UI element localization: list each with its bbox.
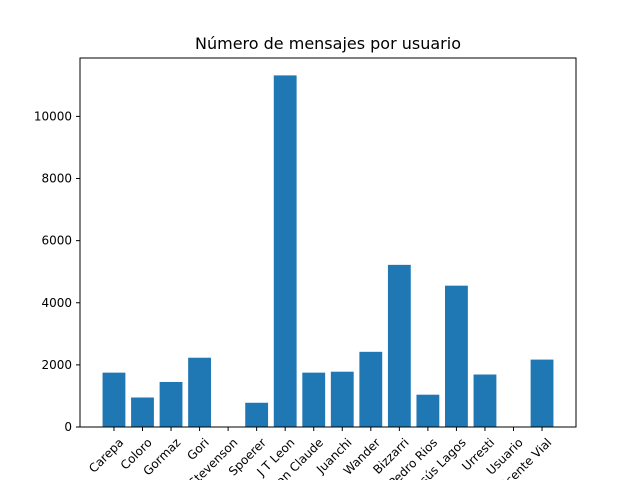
bar-juanchi bbox=[330, 371, 354, 427]
bar-jean-claude bbox=[302, 372, 326, 427]
bar-urresti bbox=[473, 374, 497, 427]
y-tick-label: 0 bbox=[64, 420, 72, 434]
y-tick-label: 10000 bbox=[34, 109, 72, 123]
bar-spoerer bbox=[245, 402, 269, 427]
bar-gormaz bbox=[159, 381, 183, 427]
chart-title: Número de mensajes por usuario bbox=[195, 34, 461, 53]
y-tick-label: 2000 bbox=[41, 358, 72, 372]
bar-vicente-vial bbox=[530, 359, 554, 427]
y-tick-label: 4000 bbox=[41, 296, 72, 310]
bar-pedro-rios bbox=[416, 394, 440, 427]
plot-frame bbox=[79, 57, 577, 428]
bar-wander bbox=[359, 351, 383, 427]
bar-carepa bbox=[102, 372, 126, 427]
bar-bizzarri bbox=[387, 264, 411, 427]
bars-group bbox=[102, 75, 554, 427]
bar-gori bbox=[188, 357, 211, 427]
x-tick-label: Carepa bbox=[86, 435, 126, 475]
bar-coloro bbox=[131, 397, 154, 427]
bar-jes-s-lagos bbox=[445, 285, 468, 427]
y-tick-label: 8000 bbox=[41, 172, 72, 186]
y-tick-label: 6000 bbox=[41, 234, 72, 248]
y-axis: 0 2000 4000 6000 8000 10000 bbox=[34, 109, 80, 434]
bar-j-t-leon bbox=[273, 75, 297, 427]
